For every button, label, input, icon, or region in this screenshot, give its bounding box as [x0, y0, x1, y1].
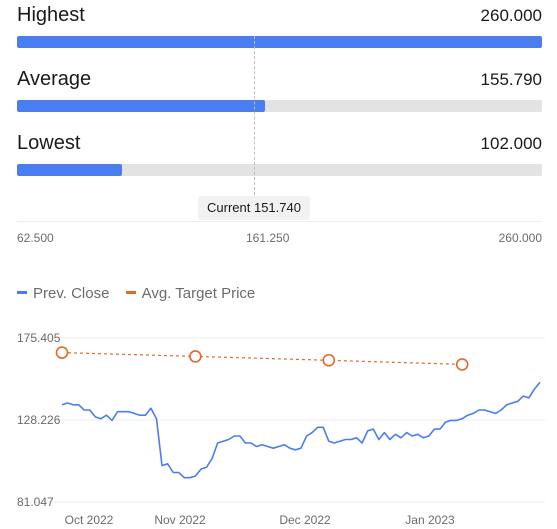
average-label: Average: [17, 68, 92, 90]
avg-target-points: [55, 346, 469, 371]
scale-min: 62.500: [17, 231, 54, 245]
avg-target-series: [61, 352, 463, 365]
x-tick-oct: Oct 2022: [65, 513, 114, 527]
legend-avg-target-label: Avg. Target Price: [141, 285, 256, 302]
avg-target-point-1[interactable]: [189, 350, 202, 363]
x-tick-nov: Nov 2022: [154, 513, 206, 527]
scale-divider: [17, 221, 542, 222]
avg-target-point-3[interactable]: [455, 358, 469, 371]
highest-label: Highest: [17, 4, 85, 26]
chart-legend: Prev. Close Avg. Target Price: [17, 285, 267, 302]
y-tick-top: 175.405: [17, 331, 61, 345]
prev-close-swatch: [17, 290, 27, 294]
avg-target-point-2[interactable]: [322, 353, 336, 367]
current-price-tag: Current 151.740: [198, 196, 310, 220]
avg-target-point-0[interactable]: [55, 346, 69, 359]
lowest-fill: [17, 164, 122, 176]
legend-prev-close-label: Prev. Close: [33, 285, 110, 302]
y-tick-mid: 128.226: [17, 413, 61, 427]
highest-track: [17, 36, 542, 48]
x-tick-jan: Jan 2023: [405, 513, 455, 527]
current-marker-line: [254, 36, 255, 200]
scale-mid: 161.250: [246, 231, 290, 245]
lowest-value: 102.000: [480, 134, 542, 153]
legend-avg-target[interactable]: Avg. Target Price: [125, 285, 256, 302]
legend-prev-close[interactable]: Prev. Close: [17, 285, 109, 302]
avg-target-swatch: [125, 290, 136, 294]
lowest-track: [17, 164, 542, 176]
lowest-label: Lowest: [17, 132, 81, 154]
average-value: 155.790: [480, 70, 542, 89]
highest-value: 260.000: [480, 6, 542, 25]
x-tick-dec: Dec 2022: [279, 513, 331, 527]
average-fill: [17, 100, 265, 112]
y-tick-bottom: 81.047: [17, 495, 54, 509]
highest-fill: [17, 36, 542, 48]
prev-close-series: [61, 381, 541, 479]
scale-max: 260.000: [498, 231, 542, 245]
average-track: [17, 100, 542, 112]
price-chart: 175.405 128.226 81.047 Oct 2022 Nov 2022…: [17, 331, 545, 527]
